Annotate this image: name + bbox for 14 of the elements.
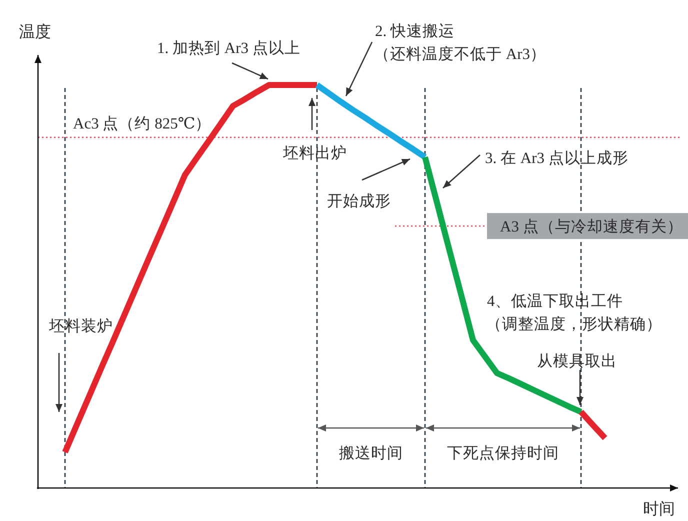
annotation: 搬送时间 bbox=[339, 444, 403, 462]
annotation: 从模具取出 bbox=[537, 352, 617, 370]
annotation: 开始成形 bbox=[327, 192, 391, 210]
x-axis-title: 时间 bbox=[643, 500, 675, 518]
annotation: 4、低温下取出工件（调整温度，形状精确） bbox=[486, 292, 662, 333]
text: 2. 快速搬运（还料温度不低于 Ar3） bbox=[374, 22, 546, 63]
annotation: 下死点保持时间 bbox=[447, 444, 559, 462]
annotation: 坯料装炉 bbox=[48, 317, 113, 335]
annotation: 坯料出炉 bbox=[282, 144, 347, 162]
y-axis-title: 温度 bbox=[19, 23, 51, 41]
ref-line-label: Ac3 点（约 825℃） bbox=[73, 114, 212, 132]
annotation: 3. 在 Ar3 点以上成形 bbox=[485, 149, 628, 167]
text: 1. 加热到 Ar3 点以上 bbox=[157, 39, 300, 57]
ref-line-label: A3 点（与冷却速度有关） bbox=[500, 218, 683, 236]
